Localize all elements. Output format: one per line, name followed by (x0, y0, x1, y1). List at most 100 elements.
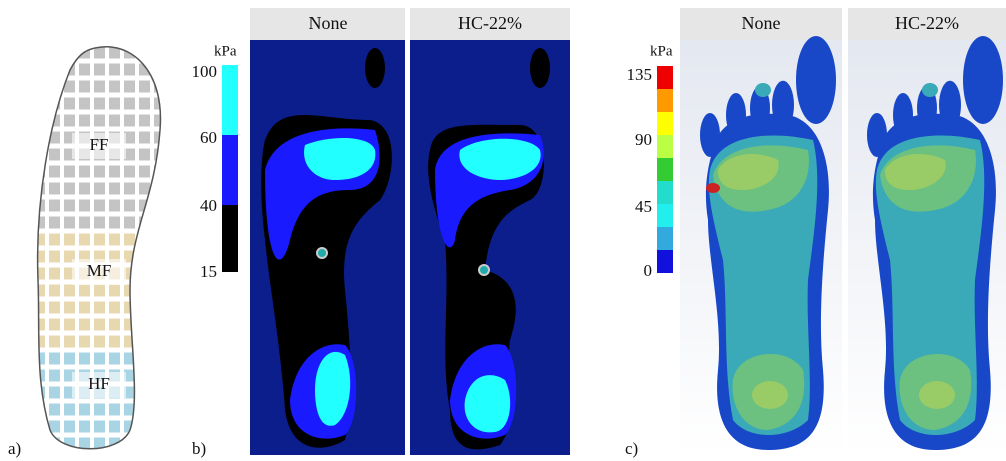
insole-cell (108, 198, 121, 213)
insole-cell (153, 385, 161, 400)
column-header (848, 8, 1006, 40)
insole-cell (48, 249, 61, 264)
insole-grid (37, 46, 161, 461)
insole-cell (138, 436, 151, 449)
insole-cell (153, 215, 161, 230)
insole-cell (108, 232, 121, 247)
insole-cell (37, 46, 46, 60)
column-header (410, 8, 570, 40)
insole-cell (123, 334, 136, 349)
insole-cell (78, 300, 91, 315)
scale-swatch (657, 66, 673, 89)
insole-cell (138, 249, 151, 264)
insole-cell (153, 232, 161, 247)
insole-cell (48, 317, 61, 332)
insole-cell (37, 232, 46, 247)
insole-cell (123, 79, 136, 94)
insole-cell (138, 368, 151, 383)
region-label: HF (88, 374, 110, 393)
insole-cell (108, 334, 121, 349)
label-box (72, 133, 126, 159)
insole-cell (48, 436, 61, 449)
insole-cell (93, 215, 106, 230)
insole-cell (93, 96, 106, 111)
pressure-region (530, 48, 550, 88)
insole-cell (138, 96, 151, 111)
insole-cell (138, 113, 151, 128)
insole-cell (78, 351, 91, 366)
insole-cell (63, 96, 76, 111)
pressure-region (755, 83, 771, 97)
insole-cell (78, 181, 91, 196)
scale-swatch (657, 181, 673, 204)
insole-cell (37, 317, 46, 332)
insole-cell (124, 454, 136, 461)
insole-cell (93, 419, 106, 434)
insole-cell (93, 436, 106, 449)
insole-cell (48, 368, 61, 383)
insole-cell (123, 232, 136, 247)
insole-cell (153, 368, 161, 383)
toe (963, 36, 1003, 124)
insole-cell (123, 62, 136, 77)
insole-cell (153, 351, 161, 366)
insole-cell (153, 113, 161, 128)
insole-cell (78, 402, 91, 417)
toe (726, 93, 746, 137)
insole-cell (78, 96, 91, 111)
insole-cell (63, 283, 76, 298)
insole-cell (78, 334, 91, 349)
pressure-region (919, 381, 955, 409)
insole-cell (123, 317, 136, 332)
insole-cell (138, 334, 151, 349)
insole-cell (138, 164, 151, 179)
scale-swatch (657, 204, 673, 227)
insole-cell (153, 436, 161, 449)
scale-swatch (657, 89, 673, 112)
insole-cell (48, 164, 61, 179)
insole-cell (153, 147, 161, 162)
insole-cell (93, 351, 106, 366)
insole-cell (63, 164, 76, 179)
insole-cell (123, 436, 136, 449)
insole-cell (48, 334, 61, 349)
panel-label: a) (8, 439, 21, 458)
insole-cell (94, 454, 106, 461)
insole-cell (37, 419, 46, 434)
insole-cell (78, 113, 91, 128)
pressure-region (315, 351, 351, 426)
scale-swatch (222, 205, 238, 272)
insole-cell (108, 317, 121, 332)
toe (893, 93, 913, 137)
scale-tick: 0 (644, 261, 653, 280)
insole-cell (93, 300, 106, 315)
insole-cell (138, 130, 151, 145)
insole-cell (37, 96, 46, 111)
insole-cell (93, 317, 106, 332)
insole-cell (123, 215, 136, 230)
insole-cell (108, 62, 121, 77)
insole-cell (138, 317, 151, 332)
insole-cell (63, 317, 76, 332)
scale-swatch (222, 65, 238, 135)
insole-cell (123, 96, 136, 111)
insole-cell (138, 385, 151, 400)
insole-cell (37, 283, 46, 298)
column-title: HC-22% (458, 13, 522, 33)
insole-cell (93, 164, 106, 179)
insole-cell (37, 249, 46, 264)
column-title: HC-22% (895, 13, 959, 33)
label-box (72, 259, 126, 285)
toe (772, 80, 794, 130)
region-label: MF (87, 261, 112, 280)
toe (700, 113, 720, 157)
insole-cell (48, 300, 61, 315)
pressure-region (459, 138, 541, 180)
scale-tick: 90 (635, 130, 652, 149)
insole-cell (37, 130, 46, 145)
insole-cell (78, 79, 91, 94)
label-box (72, 372, 126, 398)
insole-cell (138, 79, 151, 94)
insole-cell (48, 198, 61, 213)
insole-cell (123, 113, 136, 128)
